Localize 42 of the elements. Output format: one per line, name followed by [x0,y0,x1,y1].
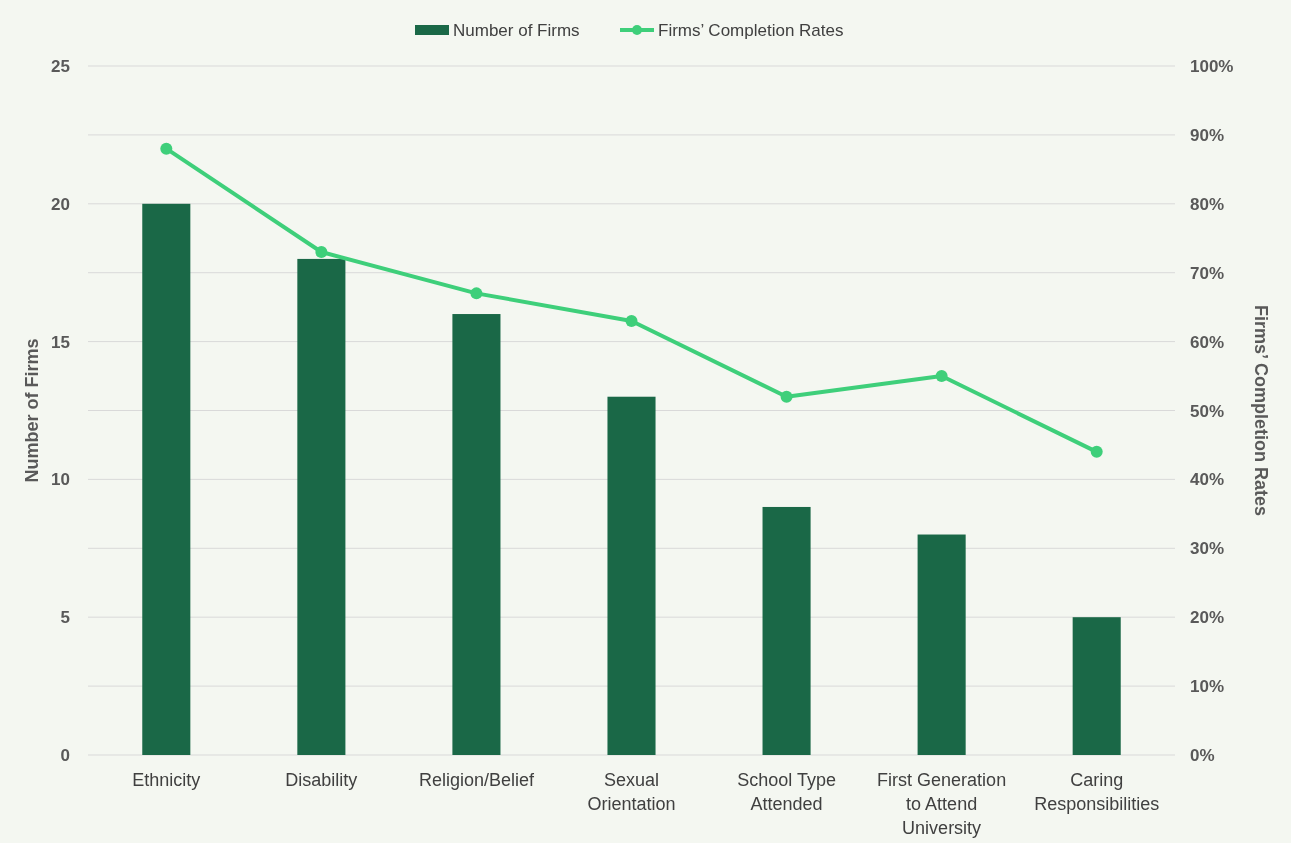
y2-tick-label: 80% [1190,194,1225,214]
y2-tick-label: 100% [1190,57,1234,76]
y2-tick-label: 60% [1190,332,1225,352]
y-tick-label: 10 [51,470,70,490]
legend-label: Firms’ Completion Rates [658,21,844,40]
bar [142,203,191,755]
point [470,287,483,300]
y-tick-label: 5 [60,608,70,628]
x-tick-label: Ethnicity [132,770,201,790]
y2-tick-label: 90% [1190,125,1225,145]
bar [452,314,501,755]
y2-axis-title: Firms’ Completion Rates [1251,304,1271,517]
y2-tick-label: 50% [1190,401,1225,421]
point [1090,445,1103,458]
bar [607,396,656,755]
x-tick-label: First Generation to Attend University [877,770,1007,838]
point [935,370,948,383]
y2-tick-label: 40% [1190,470,1225,490]
x-tick-label: Caring Responsibilities [1034,770,1160,814]
bar [917,534,966,755]
y2-tick-label: 10% [1190,677,1225,697]
y-tick-label: 25 [51,57,70,76]
y-tick-label: 20 [51,194,70,214]
x-tick-label: School Type Attended [737,770,836,814]
x-tick-label: Sexual Orientation [587,770,676,814]
x-tick-label: Religion/Belief [418,770,535,790]
y2-tick-label: 30% [1190,539,1225,559]
y2-tick-label: 0% [1190,746,1215,765]
legend-label: Number of Firms [453,21,580,40]
point [625,314,638,327]
point [315,246,328,259]
point [780,390,793,403]
y2-tick-label: 20% [1190,608,1225,628]
x-tick-label: Disability [285,770,358,790]
y-axis-title: Number of Firms [22,338,42,483]
bar [762,506,811,755]
bar [297,258,346,755]
point [160,142,173,155]
y-tick-label: 15 [51,332,70,352]
y2-tick-label: 70% [1190,263,1225,283]
y-tick-label: 0 [60,746,70,765]
bar [1072,617,1121,755]
